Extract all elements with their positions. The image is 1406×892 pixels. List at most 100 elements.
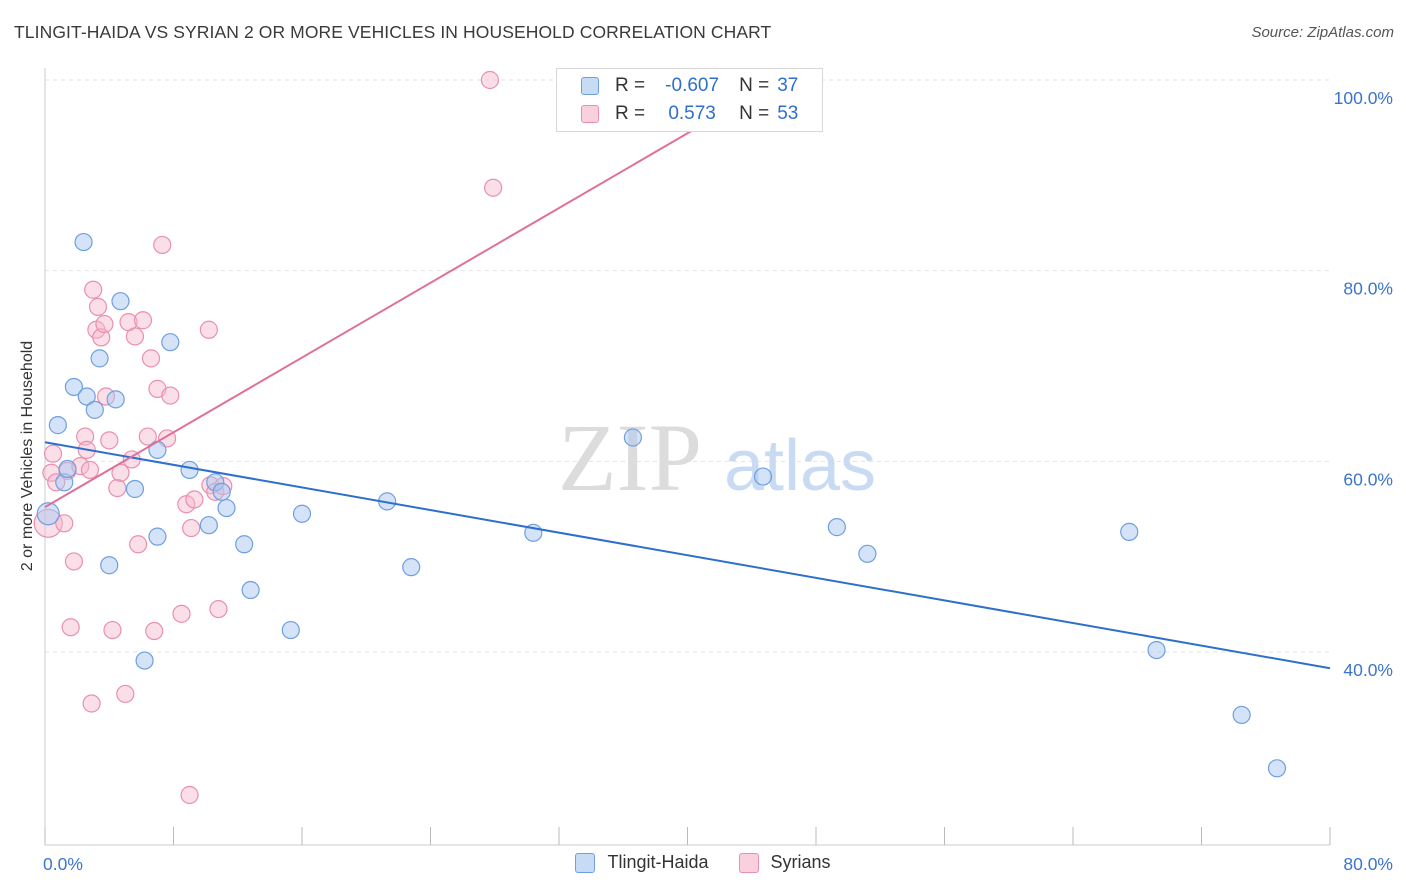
data-point-tlingit-haida — [111, 292, 130, 311]
data-point-tlingit-haida — [1147, 640, 1166, 660]
data-point-syrians — [480, 70, 500, 90]
trend-line-tlingit-haida — [44, 441, 1331, 670]
legend-n-value: 37 — [777, 75, 799, 96]
data-point-syrians — [484, 178, 503, 197]
correlation-legend: R = -0.607 N = 37 R = 0.573 N = 53 — [556, 68, 823, 132]
source-label: Source: ZipAtlas.com — [1251, 24, 1394, 41]
data-point-syrians — [116, 684, 135, 704]
legend-item-tlingit[interactable]: Tlingit-Haida — [575, 852, 709, 873]
data-point-syrians — [55, 514, 74, 533]
data-point-tlingit-haida — [241, 580, 260, 600]
data-point-tlingit-haida — [753, 467, 773, 486]
y-tick-label: 60.0% — [1343, 469, 1393, 489]
data-point-tlingit-haida — [1120, 522, 1139, 541]
data-point-tlingit-haida — [74, 232, 93, 252]
data-point-syrians — [92, 328, 111, 347]
data-point-syrians — [108, 478, 127, 498]
data-point-tlingit-haida — [106, 390, 125, 409]
data-point-syrians — [172, 604, 191, 623]
data-point-syrians — [61, 618, 80, 637]
legend-swatch-tlingit — [581, 77, 599, 95]
x-tick-label: 0.0% — [43, 854, 83, 874]
data-point-syrians — [64, 552, 84, 571]
legend-r-value: 0.573 — [668, 103, 716, 124]
data-point-syrians — [153, 235, 172, 255]
legend-n-label: N = — [739, 75, 770, 96]
data-point-syrians — [88, 297, 108, 316]
data-point-tlingit-haida — [827, 518, 846, 537]
data-point-tlingit-haida — [148, 527, 167, 546]
data-point-syrians — [182, 518, 201, 538]
data-point-tlingit-haida — [235, 535, 254, 554]
data-point-tlingit-haida — [36, 502, 60, 526]
data-point-syrians — [95, 314, 114, 334]
y-tick-label: 80.0% — [1343, 279, 1393, 299]
data-point-tlingit-haida — [180, 460, 199, 480]
legend-swatch-tlingit — [575, 852, 596, 873]
data-point-syrians — [133, 311, 153, 330]
data-point-syrians — [129, 535, 148, 554]
gridlines — [45, 79, 1330, 653]
data-point-tlingit-haida — [58, 459, 77, 479]
chart-title: TLINGIT-HAIDA VS SYRIAN 2 OR MORE VEHICL… — [14, 22, 772, 42]
data-point-syrians — [145, 621, 164, 641]
watermark-zip: ZIP — [558, 404, 702, 511]
data-point-tlingit-haida — [77, 387, 96, 406]
legend-r-label: R = — [615, 75, 646, 96]
data-point-syrians — [103, 620, 122, 640]
data-point-tlingit-haida — [217, 498, 236, 518]
data-point-tlingit-haida — [1232, 705, 1251, 725]
legend-label-syrians: Syrians — [770, 852, 831, 872]
legend-n-label: N = — [739, 103, 770, 124]
data-point-tlingit-haida — [64, 377, 84, 397]
data-point-tlingit-haida — [292, 504, 312, 523]
series-tlingit-haida — [36, 232, 1287, 778]
legend-r-label: R = — [615, 103, 646, 124]
data-point-syrians — [84, 280, 103, 299]
series-legend: Tlingit-Haida Syrians — [0, 852, 1406, 873]
data-point-syrians — [185, 490, 204, 509]
data-point-syrians — [80, 460, 100, 480]
data-point-syrians — [100, 431, 119, 450]
trend-line-syrians — [44, 79, 780, 508]
data-point-tlingit-haida — [148, 440, 167, 459]
data-point-tlingit-haida — [135, 651, 154, 670]
legend-r-value: -0.607 — [665, 75, 720, 96]
data-point-tlingit-haida — [85, 400, 104, 419]
data-point-tlingit-haida — [281, 620, 300, 640]
legend-row-tlingit: R = -0.607 N = 37 — [581, 74, 798, 98]
data-point-syrians — [161, 386, 180, 405]
data-point-tlingit-haida — [125, 479, 145, 499]
data-point-tlingit-haida — [402, 558, 421, 577]
legend-n-value: 53 — [777, 103, 799, 124]
series-syrians — [33, 70, 822, 805]
tick-labels: 40.0% 60.0% 80.0% 100.0% 0.0% 80.0% — [43, 88, 1393, 874]
data-point-syrians — [138, 427, 157, 446]
watermark-atlas: atlas — [724, 426, 876, 506]
data-point-syrians — [199, 320, 218, 339]
data-point-tlingit-haida — [100, 556, 119, 575]
data-point-tlingit-haida — [90, 349, 109, 368]
data-point-tlingit-haida — [623, 428, 642, 447]
data-point-tlingit-haida — [212, 482, 231, 501]
y-tick-label: 100.0% — [1334, 88, 1393, 108]
legend-row-syrians: R = 0.573 N = 53 — [581, 102, 798, 126]
watermark: ZIP atlas — [558, 404, 876, 511]
data-point-tlingit-haida — [858, 544, 877, 563]
x-tick-label: 80.0% — [1343, 854, 1393, 874]
data-point-syrians — [76, 427, 95, 446]
data-point-syrians — [82, 694, 101, 713]
y-tick-label: 40.0% — [1343, 660, 1393, 680]
data-point-tlingit-haida — [161, 333, 180, 352]
trend-lines — [44, 79, 1331, 670]
data-point-syrians — [43, 444, 63, 463]
data-point-syrians — [125, 327, 145, 346]
legend-item-syrians[interactable]: Syrians — [738, 852, 831, 873]
data-point-tlingit-haida — [48, 416, 67, 435]
data-point-tlingit-haida — [199, 516, 218, 535]
data-point-syrians — [180, 785, 199, 805]
legend-label-tlingit: Tlingit-Haida — [607, 852, 709, 872]
data-point-syrians — [209, 599, 228, 619]
data-point-tlingit-haida — [1267, 759, 1287, 778]
data-point-syrians — [141, 349, 161, 368]
